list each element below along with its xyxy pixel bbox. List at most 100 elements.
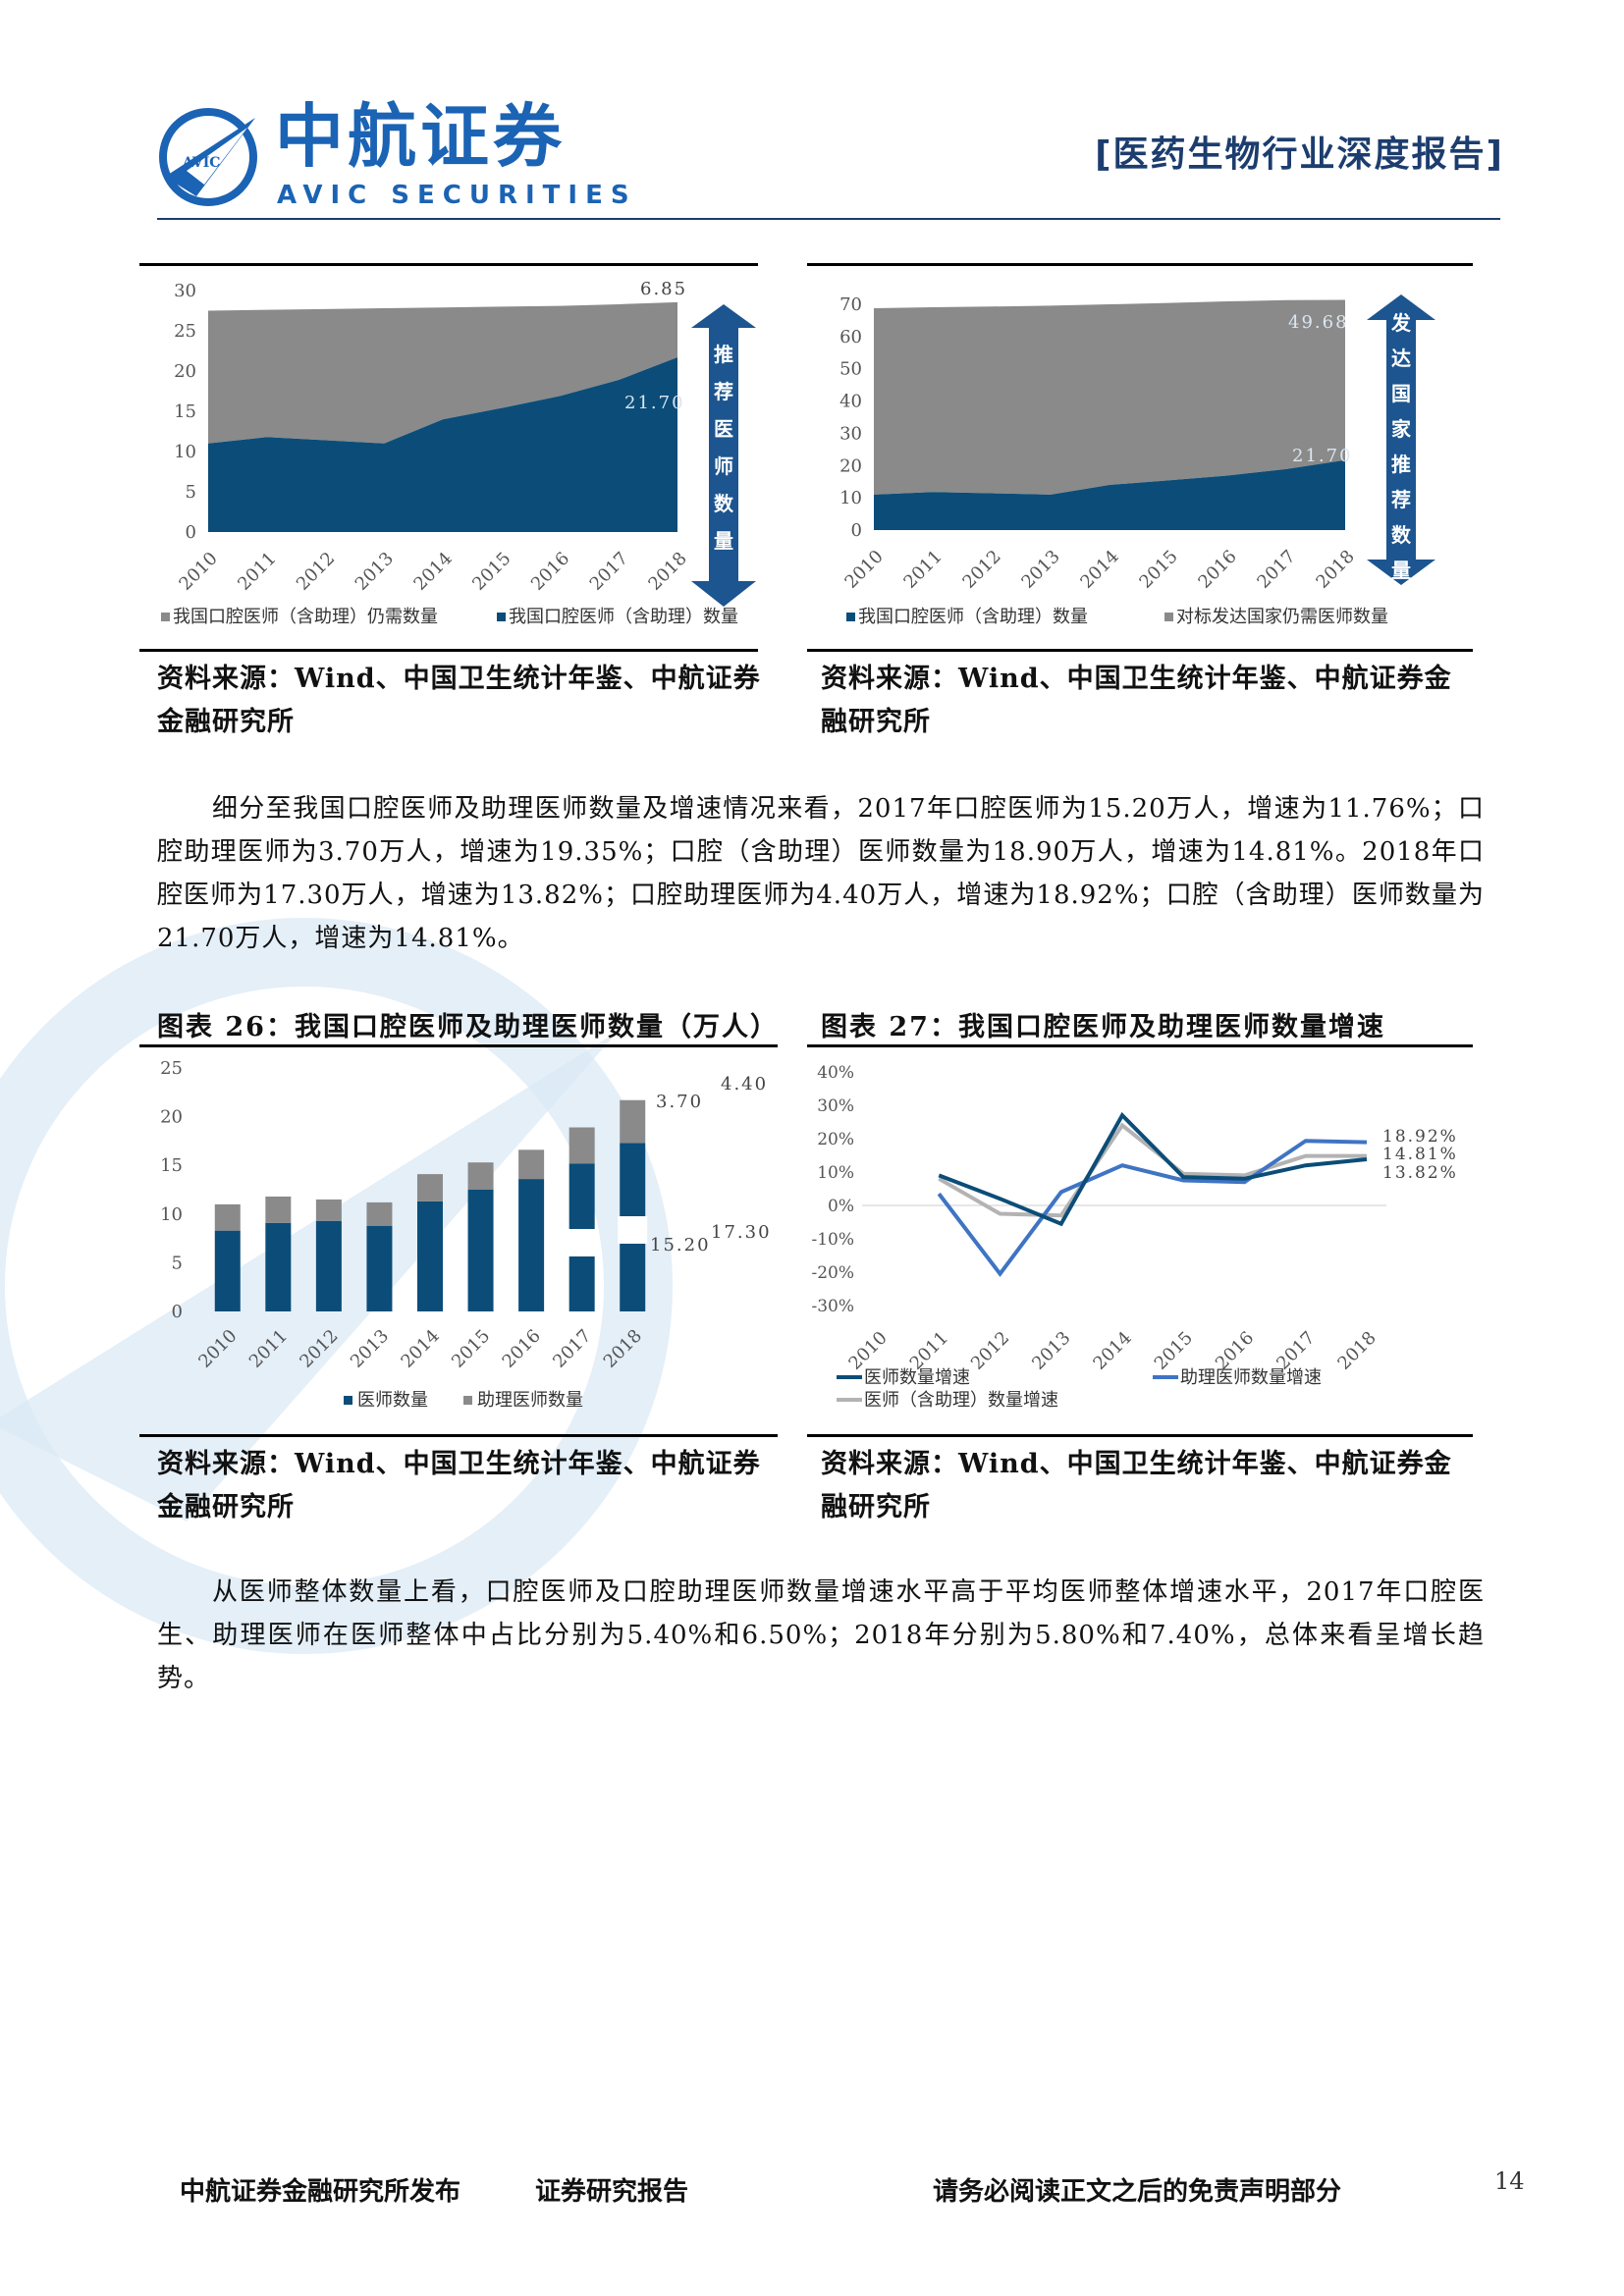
footer-disclaimer: 请务必阅读正文之后的免责声明部分 — [933, 2177, 1342, 2207]
legend-swatch-dentist — [846, 613, 855, 621]
doctor-growth-line — [938, 1111, 1368, 1227]
assist-label-2017: 3.70 — [656, 1092, 703, 1112]
body-paragraph-2: 从医师整体数量上看，口腔医师及口腔助理医师数量增速水平高于平均医师整体增速水平，… — [157, 1571, 1485, 1700]
y-tick-label: -30% — [811, 1297, 854, 1316]
assist-label-2018: 4.40 — [721, 1074, 768, 1095]
x-tick-label: 2016 — [499, 1325, 545, 1371]
legend-doctor: 医师数量 — [357, 1390, 428, 1411]
logo-chinese-name: 中航证券 — [275, 96, 566, 177]
logo-badge: AVIC — [182, 155, 220, 171]
chart27-frame-top — [807, 1044, 1473, 1047]
legend-dentist: 我国口腔医师（含助理）数量 — [858, 607, 1088, 627]
doctor-bar — [417, 1201, 443, 1311]
legend-dentist: 我国口腔医师（含助理）数量 — [509, 607, 738, 627]
x-tick-label: 2014 — [397, 1325, 443, 1371]
x-tick-label: 2012 — [293, 548, 339, 594]
x-tick-label: 2017 — [549, 1325, 595, 1371]
y-tick-label: 70 — [839, 294, 862, 315]
x-tick-label: 2013 — [347, 1325, 393, 1371]
x-tick-label: 2011 — [234, 548, 280, 594]
x-tick-label: 2011 — [245, 1325, 292, 1371]
y-tick-label: 5 — [186, 482, 196, 503]
x-tick-label: 2015 — [468, 548, 514, 594]
assistant-bar — [315, 1199, 342, 1221]
legend-swatch-assistant — [463, 1396, 472, 1405]
chart-frame-bottom-left — [139, 649, 758, 652]
assistant-bar — [366, 1201, 393, 1226]
x-tick-label: 2018 — [1312, 546, 1358, 592]
gap-area — [874, 299, 1345, 495]
y-tick-label: 30% — [817, 1096, 854, 1116]
chart-frame-top-left — [139, 263, 758, 266]
doctor-bar — [366, 1225, 393, 1311]
y-tick-label: 10 — [839, 488, 862, 508]
y-tick-label: 10 — [160, 1204, 183, 1225]
x-tick-label: 2017 — [1253, 546, 1299, 592]
y-tick-label: 0 — [851, 520, 862, 541]
y-tick-label: 25 — [160, 1058, 183, 1079]
dentist-value-label: 21.70 — [1292, 446, 1353, 466]
doctor-label-2017: 15.20 — [650, 1235, 711, 1255]
source-note-top-right: 资料来源：Wind、中国卫生统计年鉴、中航证券金融研究所 — [821, 664, 1452, 737]
gap-area — [208, 301, 677, 444]
x-tick-label: 2010 — [175, 548, 221, 594]
x-tick-label: 2018 — [644, 548, 690, 594]
x-tick-label: 2014 — [1076, 546, 1122, 592]
source-note-top-left: 资料来源：Wind、中国卫生统计年鉴、中航证券金融研究所 — [157, 664, 761, 737]
legend-assistant: 助理医师数量 — [477, 1390, 583, 1411]
x-tick-label: 2018 — [600, 1325, 646, 1371]
assistant-bar — [568, 1127, 595, 1164]
assist-end-label: 18.92% — [1382, 1127, 1458, 1147]
y-tick-label: 5 — [172, 1253, 183, 1273]
y-tick-label: 20 — [839, 455, 862, 476]
y-tick-label: -20% — [811, 1263, 854, 1283]
y-tick-label: 10 — [174, 442, 196, 462]
y-tick-label: 15 — [174, 401, 196, 422]
x-tick-label: 2016 — [527, 548, 573, 594]
avic-logo-icon: AVIC — [159, 108, 257, 206]
chart26-title: 图表 26：我国口腔医师及助理医师数量（万人） — [157, 1012, 779, 1042]
chart26-frame-bottom — [139, 1434, 778, 1437]
x-tick-label: 2014 — [409, 548, 456, 594]
x-tick-label: 2018 — [1333, 1327, 1380, 1373]
total-growth-line — [938, 1122, 1367, 1218]
x-tick-label: 2017 — [586, 548, 632, 594]
assistant-bar — [467, 1162, 494, 1190]
assistant-bar — [620, 1099, 646, 1144]
y-tick-label: 0 — [186, 522, 196, 543]
dentist-area — [874, 459, 1345, 530]
doctor-bar — [315, 1220, 342, 1311]
label-backdrop — [567, 1229, 597, 1256]
y-tick-label: -10% — [811, 1230, 854, 1250]
assistant-growth-line — [937, 1139, 1368, 1278]
y-tick-label: 20 — [160, 1107, 183, 1128]
y-tick-label: 0% — [828, 1197, 854, 1216]
y-tick-label: 0 — [172, 1302, 183, 1322]
legend-total: 医师（含助理）数量增速 — [864, 1390, 1058, 1411]
doctor-label-2018: 17.30 — [711, 1222, 772, 1243]
x-tick-label: 2014 — [1089, 1327, 1135, 1373]
y-tick-label: 25 — [174, 321, 196, 342]
logo-english-name: AVIC SECURITIES — [277, 181, 637, 210]
chart-frame-bottom-right — [807, 649, 1473, 652]
source-note-chart27: 资料来源：Wind、中国卫生统计年鉴、中航证券金融研究所 — [821, 1449, 1452, 1522]
dentist-value-label: 21.70 — [624, 393, 685, 413]
page-number: 14 — [1494, 2167, 1525, 2195]
legend-gap: 对标发达国家仍需医师数量 — [1176, 607, 1388, 627]
chart27-frame-bottom — [807, 1434, 1473, 1437]
y-tick-label: 40% — [817, 1063, 854, 1083]
legend-swatch-doctor — [344, 1396, 352, 1405]
gap-value-label: 49.68 — [1288, 312, 1349, 333]
assistant-bar — [417, 1174, 443, 1201]
gap-value-label: 6.85 — [640, 279, 687, 299]
x-tick-label: 2013 — [1017, 546, 1063, 592]
x-tick-label: 2010 — [840, 546, 887, 592]
y-tick-label: 10% — [817, 1163, 854, 1183]
arrow-label: 发达国家推荐数量 — [1390, 311, 1412, 582]
total-end-label: 14.81% — [1382, 1145, 1458, 1164]
y-tick-label: 60 — [839, 327, 862, 347]
chart27-title: 图表 27：我国口腔医师及助理医师数量增速 — [821, 1012, 1385, 1042]
legend-assistant: 助理医师数量增速 — [1180, 1367, 1322, 1388]
legend-swatch-gap — [161, 613, 170, 621]
source-note-chart26: 资料来源：Wind、中国卫生统计年鉴、中航证券金融研究所 — [157, 1449, 761, 1522]
